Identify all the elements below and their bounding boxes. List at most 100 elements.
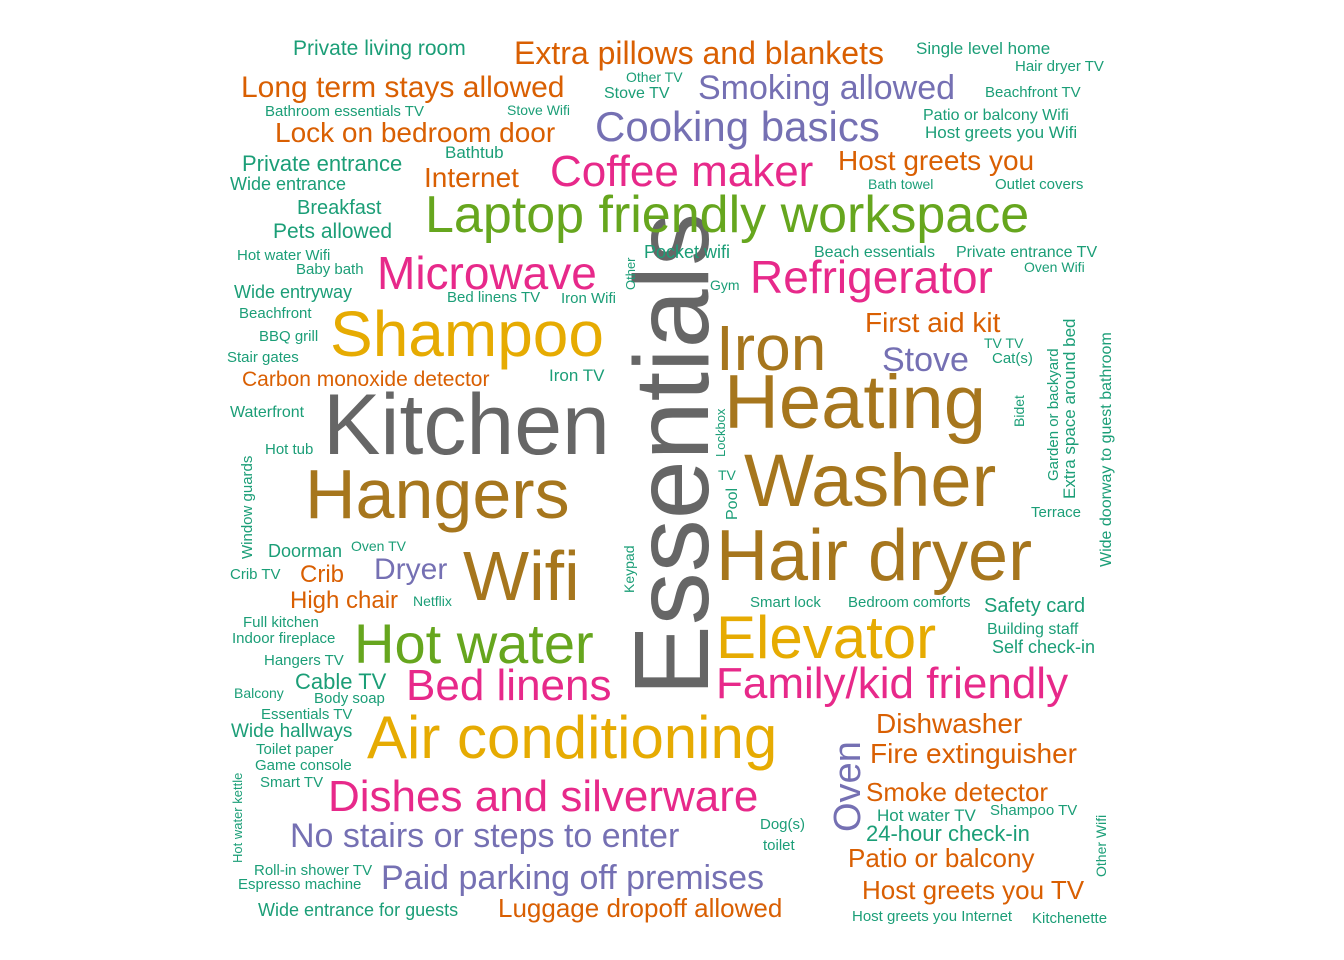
word-shampoo: Shampoo <box>330 298 604 370</box>
word-extra-space-around-bed: Extra space around bed <box>1060 318 1079 499</box>
word-bedroom-comforts: Bedroom comforts <box>848 594 971 611</box>
word-wide-hallways: Wide hallways <box>231 721 352 742</box>
word-internet: Internet <box>424 162 519 193</box>
word-bed-linens: Bed linens <box>406 661 611 710</box>
word-extra-pillows-and-blankets: Extra pillows and blankets <box>514 35 884 71</box>
word-espresso-machine: Espresso machine <box>238 876 361 893</box>
word-smart-tv: Smart TV <box>260 774 323 791</box>
word-safety-card: Safety card <box>984 595 1085 617</box>
word-kitchenette: Kitchenette <box>1032 910 1107 927</box>
word-iron-wifi: Iron Wifi <box>561 290 616 307</box>
word-indoor-fireplace: Indoor fireplace <box>232 630 335 647</box>
word-patio-or-balcony-wifi: Patio or balcony Wifi <box>923 107 1069 124</box>
word-microwave: Microwave <box>377 247 597 299</box>
word-garden-or-backyard: Garden or backyard <box>1045 348 1062 481</box>
word-hot-water-wifi: Hot water Wifi <box>237 247 330 264</box>
word-first-aid-kit: First aid kit <box>865 307 1001 338</box>
word-crib: Crib <box>300 561 344 588</box>
word-dishwasher: Dishwasher <box>876 708 1022 739</box>
word-bath-towel: Bath towel <box>868 176 933 192</box>
word-beach-essentials: Beach essentials <box>814 244 935 261</box>
word-hangers-tv: Hangers TV <box>264 652 344 669</box>
word-terrace: Terrace <box>1031 504 1081 521</box>
word-stove: Stove <box>882 341 969 379</box>
word-game-console: Game console <box>255 757 352 774</box>
word-host-greets-you: Host greets you <box>838 145 1034 176</box>
word-doorman: Doorman <box>268 541 342 561</box>
word-bbq-grill: BBQ grill <box>259 328 318 345</box>
word-washer: Washer <box>744 439 996 522</box>
word-smoking-allowed: Smoking allowed <box>698 69 955 107</box>
word-hot-water: Hot water <box>354 612 594 675</box>
word-breakfast: Breakfast <box>297 197 382 219</box>
word-body-soap: Body soap <box>314 690 385 707</box>
word-wide-entryway: Wide entryway <box>234 282 352 302</box>
word-private-living-room: Private living room <box>293 37 466 60</box>
word-stair-gates: Stair gates <box>227 349 299 366</box>
word-beachfront: Beachfront <box>239 305 312 322</box>
word-balcony: Balcony <box>234 685 284 701</box>
word-patio-or-balcony: Patio or balcony <box>848 843 1034 873</box>
word-essentials: Essentials <box>613 213 731 696</box>
word-tv: TV <box>718 467 737 483</box>
word-other-tv: Other TV <box>626 69 683 85</box>
word-bathroom-essentials-tv: Bathroom essentials TV <box>265 103 424 120</box>
word-no-stairs-or-steps-to-enter: No stairs or steps to enter <box>290 817 679 855</box>
word-shampoo-tv: Shampoo TV <box>990 802 1077 819</box>
word-other-wifi: Other Wifi <box>1093 815 1109 877</box>
word-hot-tub: Hot tub <box>265 441 313 458</box>
word-family-kid-friendly: Family/kid friendly <box>716 659 1068 708</box>
word-wide-entrance-for-guests: Wide entrance for guests <box>258 900 458 920</box>
word-private-entrance: Private entrance <box>242 151 402 176</box>
word-pocket-wifi: Pocket wifi <box>644 242 730 262</box>
word-elevator: Elevator <box>716 604 936 671</box>
word-pets-allowed: Pets allowed <box>273 220 392 243</box>
word-building-staff: Building staff <box>987 621 1079 638</box>
word-bathtub: Bathtub <box>445 143 504 162</box>
word-dog-s: Dog(s) <box>760 816 805 833</box>
word-window-guards: Window guards <box>239 456 256 559</box>
word-hot-water-kettle: Hot water kettle <box>230 773 245 863</box>
word-roll-in-shower-tv: Roll-in shower TV <box>254 862 372 879</box>
word-hangers: Hangers <box>305 455 570 533</box>
word-hair-dryer-tv: Hair dryer TV <box>1015 58 1104 75</box>
word-waterfront: Waterfront <box>230 404 305 421</box>
word-host-greets-you-internet: Host greets you Internet <box>852 908 1013 925</box>
word-refrigerator: Refrigerator <box>750 251 993 303</box>
word-other: Other <box>623 257 638 290</box>
word-essentials-tv: Essentials TV <box>261 706 352 723</box>
word-air-conditioning: Air conditioning <box>367 704 777 771</box>
word-wifi: Wifi <box>463 537 580 615</box>
word-iron-tv: Iron TV <box>549 366 605 385</box>
word-toilet: toilet <box>763 837 796 854</box>
word-tv-tv: TV TV <box>984 335 1024 351</box>
word-laptop-friendly-workspace: Laptop friendly workspace <box>425 186 1029 244</box>
word-pool: Pool <box>724 488 741 520</box>
word-dryer: Dryer <box>374 553 447 586</box>
word-keypad: Keypad <box>621 546 637 593</box>
word-carbon-monoxide-detector: Carbon monoxide detector <box>242 368 489 391</box>
word-stove-tv: Stove TV <box>604 85 670 102</box>
word-luggage-dropoff-allowed: Luggage dropoff allowed <box>498 893 782 923</box>
word-beachfront-tv: Beachfront TV <box>985 84 1081 101</box>
word-dishes-and-silverware: Dishes and silverware <box>328 772 758 821</box>
word-heating: Heating <box>724 360 986 445</box>
word-gym: Gym <box>710 277 740 293</box>
word-toilet-paper: Toilet paper <box>256 741 334 758</box>
word-crib-tv: Crib TV <box>230 566 281 583</box>
word-bidet: Bidet <box>1011 395 1027 427</box>
word-24-hour-check-in: 24-hour check-in <box>866 821 1030 846</box>
word-bed-linens-tv: Bed linens TV <box>447 289 540 306</box>
word-cable-tv: Cable TV <box>295 669 387 694</box>
word-lock-on-bedroom-door: Lock on bedroom door <box>275 117 555 148</box>
word-hair-dryer: Hair dryer <box>716 516 1032 596</box>
word-high-chair: High chair <box>290 587 398 614</box>
word-oven-tv: Oven TV <box>351 538 407 554</box>
word-self-check-in: Self check-in <box>992 637 1095 657</box>
word-host-greets-you-wifi: Host greets you Wifi <box>925 123 1077 142</box>
word-smoke-detector: Smoke detector <box>866 777 1048 807</box>
word-stove-wifi: Stove Wifi <box>507 102 570 118</box>
word-baby-bath: Baby bath <box>296 261 364 278</box>
